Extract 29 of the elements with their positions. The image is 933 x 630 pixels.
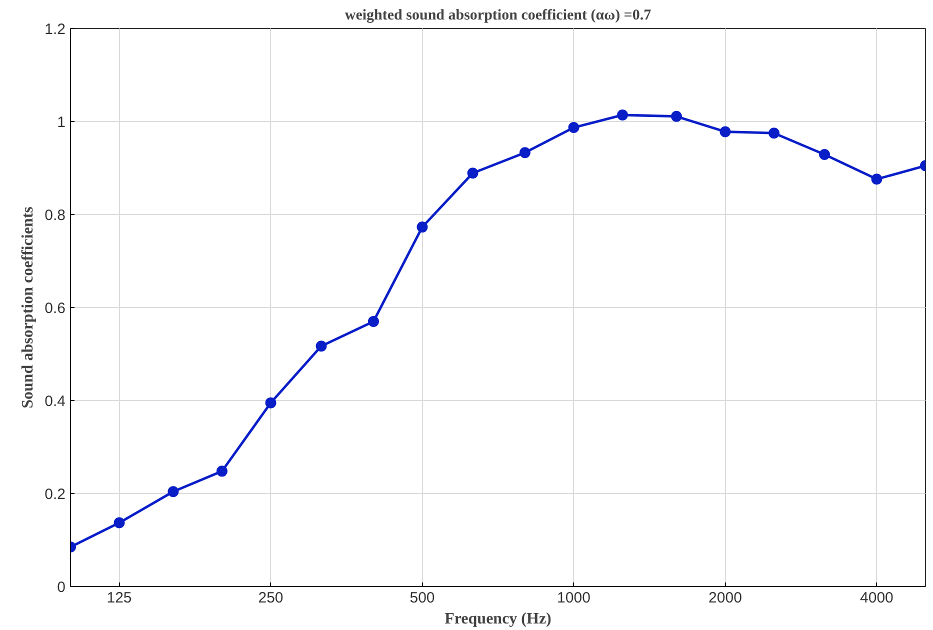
x-tick-label: 500	[410, 590, 435, 606]
point	[819, 149, 830, 160]
point	[114, 517, 125, 528]
y-tick-label: 0.8	[44, 207, 66, 224]
point	[568, 122, 580, 134]
x-tick-label: 2000	[708, 590, 742, 606]
x-tick-label: 4000	[860, 590, 894, 606]
y-tick-label: 0.2	[44, 486, 66, 503]
point	[316, 340, 327, 352]
y-tick-label: 0	[57, 579, 66, 596]
x-tick-label: 125	[106, 590, 132, 606]
x-tick-label: 250	[258, 590, 284, 606]
x-axis-title: Frequency (Hz)	[444, 610, 552, 628]
chart-title: weighted sound absorption coefficient (αω) =0.7	[344, 8, 652, 24]
point	[467, 168, 478, 179]
y-axis-title: Sound absorption coefficients	[20, 206, 37, 408]
point	[617, 110, 628, 120]
x-tick-label: 1000	[557, 590, 590, 606]
y-tick-label: 1.2	[44, 21, 66, 38]
point	[720, 126, 731, 138]
y-tick-label: 0.4	[44, 393, 66, 410]
point	[265, 397, 276, 408]
y-tick-label: 0.6	[44, 300, 66, 317]
y-tick-label: 1	[57, 114, 66, 131]
point	[216, 466, 228, 477]
point	[768, 128, 780, 139]
point	[368, 316, 379, 327]
point	[871, 174, 882, 185]
point	[416, 222, 428, 233]
